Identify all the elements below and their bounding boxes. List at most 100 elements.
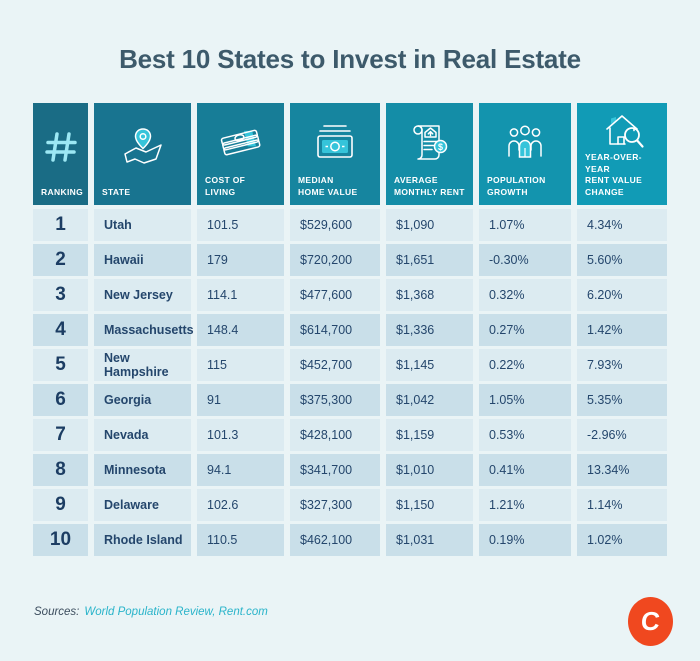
cell-median-home-value: $327,300 [290, 489, 380, 521]
cell-state: Minnesota [94, 454, 191, 486]
rent-document-icon: $ [386, 103, 473, 175]
cell-state: Hawaii [94, 244, 191, 276]
column-header-yoy-rent-value-change: YEAR-OVER-YEAR RENT VALUE CHANGE [577, 103, 667, 205]
cell-ranking: 1 [33, 209, 88, 241]
cell-population-growth: 0.41% [479, 454, 571, 486]
page-title: Best 10 States to Invest in Real Estate [119, 44, 581, 74]
cell-median-home-value: $428,100 [290, 419, 380, 451]
cell-ranking: 8 [33, 454, 88, 486]
cell-cost-of-living: 94.1 [197, 454, 284, 486]
map-location-pin-icon [94, 103, 191, 187]
cell-ranking: 4 [33, 314, 88, 346]
column-header-median-home-value: MEDIAN HOME VALUE [290, 103, 380, 205]
cell-state: Rhode Island [94, 524, 191, 556]
table-row: 6 Georgia 91 $375,300 $1,042 1.05% 5.35% [33, 384, 667, 416]
column-header-average-monthly-rent: $ AVERAGE MONTHLY RENT [386, 103, 473, 205]
cell-yoy-rent-value-change: 6.20% [577, 279, 667, 311]
column-header-label: POPULATION GROWTH [487, 175, 546, 197]
cell-population-growth: -0.30% [479, 244, 571, 276]
cell-population-growth: 1.07% [479, 209, 571, 241]
cell-median-home-value: $452,700 [290, 349, 380, 381]
cell-average-monthly-rent: $1,145 [386, 349, 473, 381]
house-magnifier-icon [577, 103, 667, 152]
cell-average-monthly-rent: $1,010 [386, 454, 473, 486]
cell-yoy-rent-value-change: 5.60% [577, 244, 667, 276]
table-body: 1 Utah 101.5 $529,600 $1,090 1.07% 4.34%… [33, 209, 667, 556]
cell-median-home-value: $529,600 [290, 209, 380, 241]
banknote-icon [290, 103, 380, 175]
cell-ranking: 2 [33, 244, 88, 276]
clever-logo: C [628, 597, 673, 646]
table-row: 5 New Hampshire 115 $452,700 $1,145 0.22… [33, 349, 667, 381]
cell-yoy-rent-value-change: 5.35% [577, 384, 667, 416]
cell-median-home-value: $375,300 [290, 384, 380, 416]
cell-state: New Hampshire [94, 349, 191, 381]
svg-text:$: $ [437, 142, 442, 152]
cell-population-growth: 1.05% [479, 384, 571, 416]
cell-cost-of-living: 148.4 [197, 314, 284, 346]
cell-population-growth: 0.53% [479, 419, 571, 451]
cell-ranking: 7 [33, 419, 88, 451]
cell-cost-of-living: 102.6 [197, 489, 284, 521]
states-table: RANKING STATE [33, 103, 667, 559]
hash-icon [33, 103, 88, 187]
column-header-population-growth: POPULATION GROWTH [479, 103, 571, 205]
table-row: 7 Nevada 101.3 $428,100 $1,159 0.53% -2.… [33, 419, 667, 451]
cell-cost-of-living: 101.3 [197, 419, 284, 451]
table-row: 4 Massachusetts 148.4 $614,700 $1,336 0.… [33, 314, 667, 346]
cell-state: Delaware [94, 489, 191, 521]
cell-population-growth: 0.19% [479, 524, 571, 556]
cell-cost-of-living: 110.5 [197, 524, 284, 556]
table-row: 2 Hawaii 179 $720,200 $1,651 -0.30% 5.60… [33, 244, 667, 276]
cell-yoy-rent-value-change: 1.42% [577, 314, 667, 346]
cell-cost-of-living: 114.1 [197, 279, 284, 311]
cell-ranking: 5 [33, 349, 88, 381]
cell-average-monthly-rent: $1,042 [386, 384, 473, 416]
cell-average-monthly-rent: $1,159 [386, 419, 473, 451]
cell-yoy-rent-value-change: 1.02% [577, 524, 667, 556]
cell-median-home-value: $462,100 [290, 524, 380, 556]
column-header-state: STATE [94, 103, 191, 205]
cell-cost-of-living: 101.5 [197, 209, 284, 241]
cell-yoy-rent-value-change: 7.93% [577, 349, 667, 381]
cell-average-monthly-rent: $1,368 [386, 279, 473, 311]
cell-population-growth: 0.32% [479, 279, 571, 311]
cell-ranking: 6 [33, 384, 88, 416]
table-row: 10 Rhode Island 110.5 $462,100 $1,031 0.… [33, 524, 667, 556]
cell-ranking: 9 [33, 489, 88, 521]
cell-ranking: 3 [33, 279, 88, 311]
column-header-ranking: RANKING [33, 103, 88, 205]
column-header-label: YEAR-OVER-YEAR RENT VALUE CHANGE [585, 152, 643, 197]
column-header-cost-of-living: COST OF LIVING [197, 103, 284, 205]
cell-state: Nevada [94, 419, 191, 451]
cell-average-monthly-rent: $1,090 [386, 209, 473, 241]
cell-cost-of-living: 179 [197, 244, 284, 276]
sources-label: Sources: [34, 606, 80, 618]
cell-ranking: 10 [33, 524, 88, 556]
cell-yoy-rent-value-change: 1.14% [577, 489, 667, 521]
sources-link[interactable]: World Population Review, Rent.com [84, 606, 268, 618]
cell-state: Utah [94, 209, 191, 241]
column-header-label: STATE [102, 186, 131, 197]
cell-population-growth: 0.22% [479, 349, 571, 381]
column-header-label: AVERAGE MONTHLY RENT [394, 175, 465, 197]
cell-state: Massachusetts [94, 314, 194, 346]
cell-cost-of-living: 91 [197, 384, 284, 416]
cell-population-growth: 1.21% [479, 489, 571, 521]
cell-average-monthly-rent: $1,336 [386, 314, 473, 346]
cell-median-home-value: $720,200 [290, 244, 380, 276]
table-row: 9 Delaware 102.6 $327,300 $1,150 1.21% 1… [33, 489, 667, 521]
cell-average-monthly-rent: $1,150 [386, 489, 473, 521]
cell-population-growth: 0.27% [479, 314, 571, 346]
cell-yoy-rent-value-change: 13.34% [577, 454, 667, 486]
cell-average-monthly-rent: $1,031 [386, 524, 473, 556]
cell-yoy-rent-value-change: -2.96% [577, 419, 667, 451]
cell-median-home-value: $477,600 [290, 279, 380, 311]
cell-state: New Jersey [94, 279, 191, 311]
table-row: 8 Minnesota 94.1 $341,700 $1,010 0.41% 1… [33, 454, 667, 486]
cell-cost-of-living: 115 [197, 349, 284, 381]
table-header-row: RANKING STATE [33, 103, 667, 205]
column-header-label: COST OF LIVING [205, 175, 246, 197]
people-group-icon [479, 103, 571, 175]
